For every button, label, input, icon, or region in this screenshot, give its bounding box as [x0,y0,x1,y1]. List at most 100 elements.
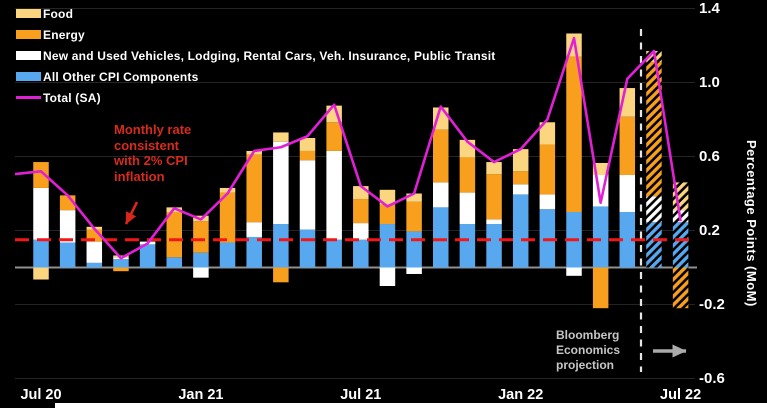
bar-segment [379,204,396,225]
bar-segment [619,212,636,268]
x-axis-tick-label: Jul 20 [20,387,62,403]
bar-segment [299,150,316,161]
total-sa-line [14,36,682,260]
bar-segment [433,182,449,208]
bar-segment [592,206,609,268]
bar-segment [512,184,529,195]
y-axis-tick-label: 1.4 [699,0,720,17]
bar-segment [619,175,636,212]
bar-segment [273,132,289,142]
y-axis-tick-label: 0.2 [699,221,720,239]
legend-item-total-sa: Total (SA) [16,87,495,108]
bar-segment [512,149,529,172]
bar-segment [219,187,236,193]
bar-segment [353,223,369,240]
bottom-edge-strip [55,403,767,408]
bar-segment [326,122,342,151]
bar-segment [353,239,369,268]
x-axis-tick-label: Jan 22 [498,387,544,403]
legend-item-new-and-used-vehicles-lodgin: New and Used Vehicles, Lodging, Rental C… [16,45,495,66]
bar-segment [406,193,422,202]
y-axis-tick-label: -0.6 [699,369,725,387]
bar-segment [353,199,369,224]
y-axis-tick-label: 0.6 [699,147,720,165]
bar-segment [433,129,449,183]
bar-segment [539,144,556,195]
bar-segment [299,160,316,230]
bar-segment [486,174,502,220]
bar-segment [166,212,182,258]
bar-segment [459,224,476,268]
bar-segment [33,239,49,268]
x-axis-tick-label: Jul 22 [660,387,702,403]
bar-segment [566,56,582,212]
bar-segment [246,222,262,237]
bar-segment [486,224,502,268]
bar-segment [379,189,396,205]
legend: Food Energy New and Used Vehicles, Lodging… [16,3,495,108]
bar-segment [273,224,289,268]
y-axis-tick-label: 1.0 [699,73,720,91]
bar-segment [193,221,209,253]
bar-segment [379,224,396,268]
x-axis-tick-label: Jul 21 [340,387,382,403]
bar-segment [219,242,236,268]
legend-swatch-energy [16,30,41,39]
bar-segment [219,192,236,243]
bar-segment [193,252,209,268]
bar-segment [326,239,342,268]
legend-item-all-other-cpi-components: All Other CPI Components [16,66,495,87]
legend-swatch-new-and-used-vehicles-lodgin [16,51,41,60]
bar-segment [379,267,396,286]
bar-segment [59,210,76,243]
legend-swatch-total-sa [16,96,41,99]
bar-segment [592,267,609,309]
bar-segment [113,259,129,268]
bar-segment [33,187,49,240]
bar-segment [86,241,103,263]
bar-segment [86,262,103,268]
bar-segment [672,222,689,268]
legend-label: Energy [43,27,85,42]
bar-segment [646,222,662,268]
legend-label: All Other CPI Components [43,69,199,84]
y-axis-title: Percentage Points (MoM) [744,139,759,307]
legend-swatch-food [16,9,41,18]
bar-segment [166,257,182,268]
x-axis-tick-label: Jan 21 [178,387,224,403]
bar-segment [486,219,502,225]
bar-segment [246,154,262,223]
annotation-arrow-icon [124,201,139,225]
bar-segment [33,162,49,188]
legend-label: Total (SA) [43,90,101,105]
y-axis-tick-label: -0.2 [699,295,725,313]
bar-segment [646,196,662,223]
bar-segment [406,231,422,268]
bar-segment [539,122,556,145]
bar-segment [406,201,422,232]
bar-segment [299,138,316,151]
gridlines [15,8,695,379]
projection-note: Bloomberg Economics projection [556,328,621,373]
inflation-target-note: Monthly rate consistent with 2% CPI infl… [114,122,192,184]
bar-segment [59,242,76,268]
stacked-bars [33,33,689,309]
bar-segment [646,62,662,197]
legend-item-energy: Energy [16,24,495,45]
bar-segment [33,267,49,280]
legend-label: Food [43,6,74,21]
bar-segment [326,150,342,240]
bar-segment [619,116,636,175]
legend-label: New and Used Vehicles, Lodging, Rental C… [43,48,496,63]
bar-segment [299,229,316,268]
bar-segment [273,267,289,283]
bar-segment [486,162,502,175]
bar-segment [539,194,556,210]
bar-segment [512,171,529,185]
bar-segment [433,207,449,268]
bar-segment [672,267,689,309]
bar-segment [459,157,476,193]
bar-segment [246,236,262,268]
